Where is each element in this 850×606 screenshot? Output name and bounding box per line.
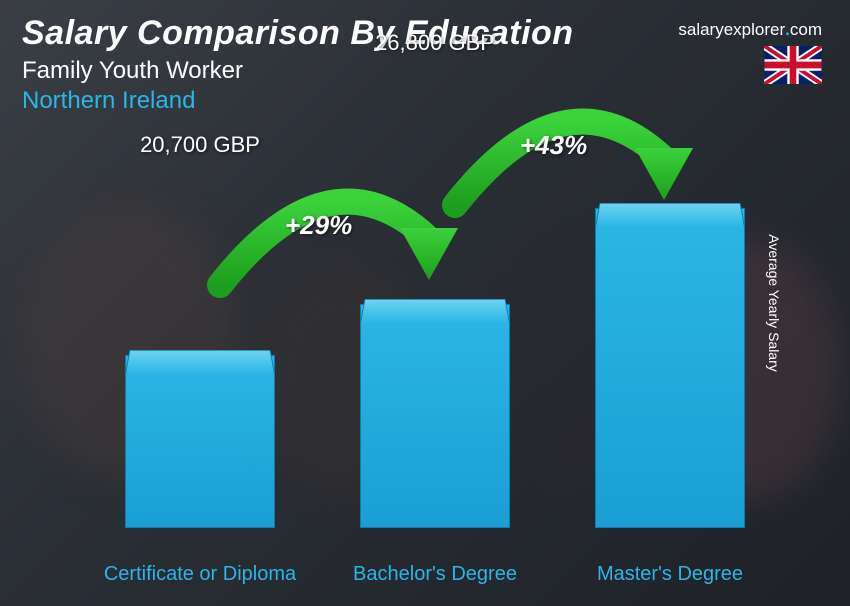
bar-group: 20,700 GBP <box>125 355 275 528</box>
bar <box>125 355 275 528</box>
page-region: Northern Ireland <box>22 87 828 115</box>
category-label: Certificate or Diploma <box>100 562 300 586</box>
percent-increase-label: +29% <box>285 210 352 241</box>
category-label: Master's Degree <box>570 562 770 586</box>
bar-group: 38,300 GBP <box>595 208 745 528</box>
percent-increase-label: +43% <box>520 130 587 161</box>
bar-value-label: 26,800 GBP <box>335 30 535 56</box>
brand-label: salaryexplorer.com <box>678 20 822 40</box>
brand-prefix: salaryexplorer <box>678 20 785 39</box>
page-subtitle: Family Youth Worker <box>22 57 828 85</box>
bar-value-label: 20,700 GBP <box>100 132 300 158</box>
category-label: Bachelor's Degree <box>335 562 535 586</box>
bar-top-face <box>125 350 275 374</box>
bar <box>360 304 510 528</box>
brand-suffix: com <box>790 20 822 39</box>
bar <box>595 208 745 528</box>
bar-group: 26,800 GBP <box>360 304 510 528</box>
uk-flag-icon <box>764 46 822 84</box>
salary-bar-chart: 20,700 GBP Certificate or Diploma 26,800 G… <box>60 140 790 586</box>
